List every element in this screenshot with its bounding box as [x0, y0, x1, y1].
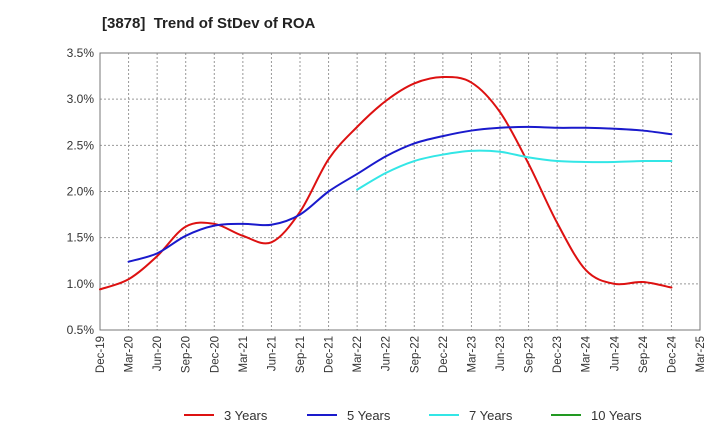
series-lines — [99, 75, 673, 291]
x-tick-label: Mar-25 — [695, 336, 707, 372]
x-tick-label: Mar-23 — [466, 336, 478, 372]
legend-label-3-years: 3 Years — [224, 408, 268, 423]
grid-lines — [99, 52, 701, 331]
x-tick-label: Mar-20 — [124, 336, 136, 372]
x-tick-label: Jun-20 — [152, 336, 164, 371]
series-line-7-years — [356, 149, 673, 191]
x-tick-label: Jun-22 — [381, 336, 393, 371]
y-tick-label: 3.0% — [67, 92, 95, 106]
series-line-5-years — [127, 125, 673, 263]
chart-title: [3878] Trend of StDev of ROA — [102, 15, 316, 32]
x-tick-label: Jun-21 — [266, 336, 278, 371]
x-tick-label: Mar-24 — [581, 335, 593, 372]
x-tick-label: Dec-20 — [209, 336, 221, 373]
x-tick-label: Jun-24 — [609, 335, 621, 371]
x-tick-label: Dec-23 — [552, 336, 564, 373]
plot-frame — [99, 52, 701, 331]
series-line-3-years — [99, 75, 673, 291]
x-tick-label: Mar-21 — [238, 336, 250, 372]
y-tick-label: 0.5% — [67, 323, 95, 337]
x-tick-label: Sep-21 — [295, 336, 307, 373]
x-tick-label: Dec-19 — [95, 336, 107, 373]
x-tick-label: Sep-23 — [524, 336, 536, 373]
x-tick-label: Sep-20 — [181, 336, 193, 373]
x-tick-label: Dec-24 — [666, 335, 678, 373]
x-tick-label: Dec-21 — [324, 336, 336, 373]
y-tick-label: 2.5% — [67, 138, 95, 152]
x-tick-label: Sep-22 — [409, 336, 421, 373]
legend: 3 Years 5 Years 7 Years 10 Years — [184, 408, 642, 423]
x-tick-label: Dec-22 — [438, 336, 450, 373]
y-tick-label: 3.5% — [67, 46, 95, 60]
x-tick-label: Jun-23 — [495, 336, 507, 371]
legend-label-5-years: 5 Years — [347, 408, 391, 423]
legend-label-7-years: 7 Years — [469, 408, 513, 423]
axes: 0.5% 1.0% 1.5% 2.0% 2.5% 3.0% 3.5% Dec-19 Mar-20… — [67, 46, 707, 373]
y-tick-label: 1.0% — [67, 277, 95, 291]
x-tick-label: Mar-22 — [352, 336, 364, 372]
x-tick-label: Sep-24 — [638, 335, 650, 373]
y-tick-label: 2.0% — [67, 185, 95, 199]
y-tick-label: 1.5% — [67, 231, 95, 245]
legend-label-10-years: 10 Years — [591, 408, 642, 423]
